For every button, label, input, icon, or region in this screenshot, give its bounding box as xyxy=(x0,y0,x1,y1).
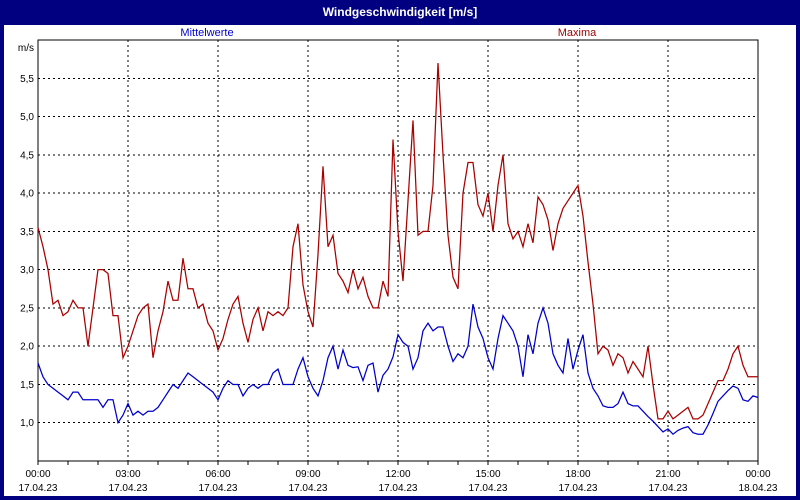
window-title: Windgeschwindigkeit [m/s] xyxy=(322,5,478,19)
x-tick-time-label: 06:00 xyxy=(205,469,230,480)
window-border-left xyxy=(0,0,4,500)
x-tick-time-label: 00:00 xyxy=(745,469,770,480)
x-tick-date-label: 17.04.23 xyxy=(469,483,508,494)
x-tick-date-label: 17.04.23 xyxy=(109,483,148,494)
window-border-bottom xyxy=(0,496,800,500)
y-tick-label: 3,0 xyxy=(20,265,34,276)
x-tick-time-label: 18:00 xyxy=(565,469,590,480)
maxima-line xyxy=(37,62,758,420)
mittelwerte-line xyxy=(37,303,759,436)
plot-frame xyxy=(37,39,759,462)
x-tick-date-label: 17.04.23 xyxy=(199,483,238,494)
legend-label-mittelwerte: Mittelwerte xyxy=(180,27,234,39)
y-tick-label: 1,0 xyxy=(20,418,34,429)
y-tick-label: 1,5 xyxy=(20,380,34,391)
y-axis-unit-label: m/s xyxy=(18,43,34,54)
y-tick-label: 3,5 xyxy=(20,227,34,238)
x-tick-time-label: 00:00 xyxy=(25,469,50,480)
y-tick-label: 2,0 xyxy=(20,342,34,353)
x-tick-time-label: 12:00 xyxy=(385,469,410,480)
x-tick-date-label: 17.04.23 xyxy=(559,483,598,494)
y-tick-label: 5,5 xyxy=(20,74,34,85)
y-tick-label: 4,5 xyxy=(20,150,34,161)
x-tick-date-label: 17.04.23 xyxy=(649,483,688,494)
x-tick-date-label: 17.04.23 xyxy=(289,483,328,494)
x-tick-time-label: 09:00 xyxy=(295,469,320,480)
window-border-right xyxy=(796,0,800,500)
x-tick-date-label: 18.04.23 xyxy=(739,483,778,494)
legend-label-maxima: Maxima xyxy=(557,27,597,39)
x-tick-time-label: 15:00 xyxy=(475,469,500,480)
title-bar: Windgeschwindigkeit [m/s] xyxy=(0,0,800,25)
y-tick-label: 4,0 xyxy=(20,189,34,200)
y-tick-label: 5,0 xyxy=(20,112,34,123)
y-tick-label: 2,5 xyxy=(20,303,34,314)
x-tick-date-label: 17.04.23 xyxy=(379,483,418,494)
x-tick-time-label: 03:00 xyxy=(115,469,140,480)
x-tick-date-label: 17.04.23 xyxy=(19,483,58,494)
x-tick-time-label: 21:00 xyxy=(655,469,680,480)
